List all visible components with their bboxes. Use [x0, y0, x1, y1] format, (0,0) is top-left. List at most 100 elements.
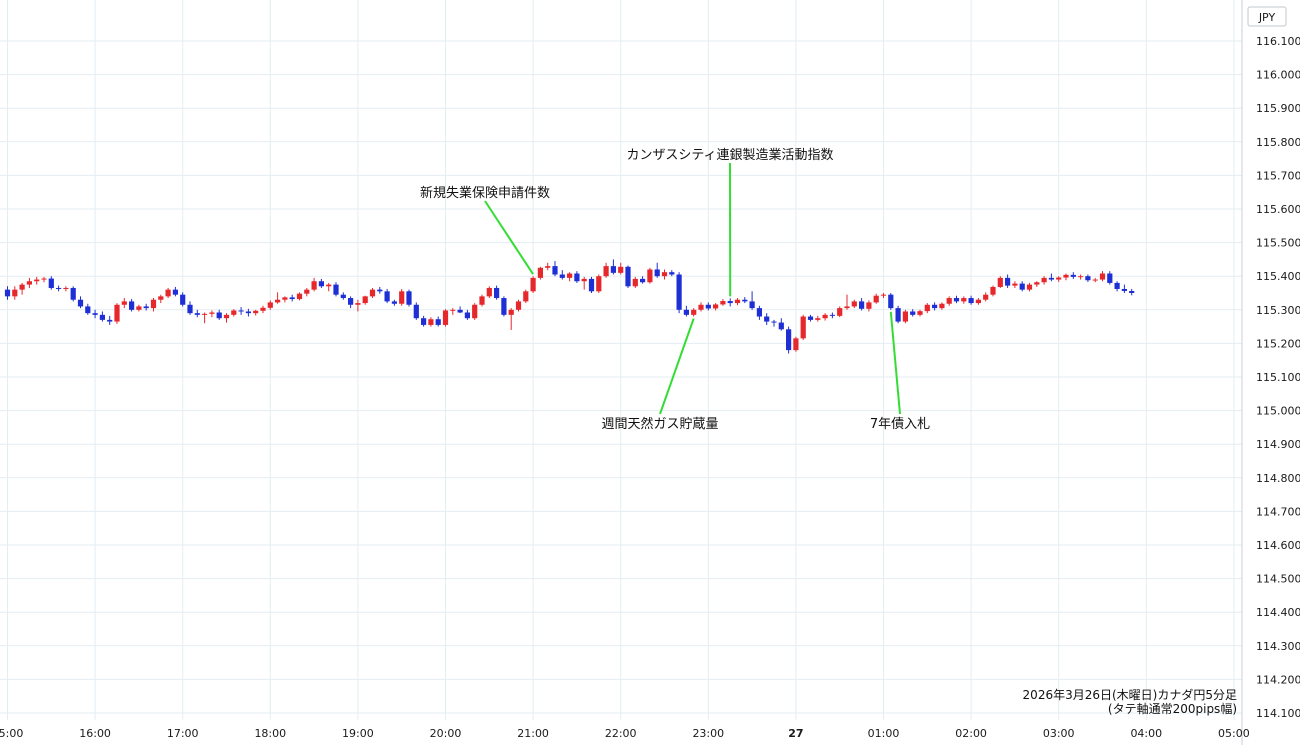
candle: [778, 318, 784, 331]
candle-body: [369, 289, 376, 297]
candle-body: [749, 301, 755, 309]
x-tick-label: 27: [788, 727, 803, 740]
candle: [114, 303, 120, 324]
candle-body: [253, 310, 259, 314]
candle: [632, 276, 638, 288]
candle: [377, 286, 383, 294]
candle: [355, 299, 361, 312]
candle-body: [953, 298, 960, 302]
candle: [1121, 284, 1127, 293]
currency-badge[interactable]: [1247, 6, 1287, 27]
candle: [77, 296, 84, 309]
candle: [793, 336, 799, 352]
candle-body: [180, 294, 186, 305]
candle: [435, 316, 441, 327]
y-tick-label: 114.200: [1256, 673, 1300, 686]
candle-body: [202, 313, 208, 315]
candle: [223, 313, 230, 323]
candle: [822, 313, 828, 321]
candle-body: [1070, 274, 1076, 277]
candle-body: [209, 312, 215, 314]
candle-body: [910, 311, 916, 315]
candle-body: [880, 294, 887, 296]
candle: [968, 295, 974, 305]
candle: [19, 282, 25, 295]
candle: [844, 294, 850, 310]
candle: [450, 308, 456, 315]
candle-body: [932, 304, 938, 309]
candle: [888, 293, 894, 310]
candle-body: [961, 298, 967, 302]
candle-body: [1114, 282, 1120, 289]
candle-body: [70, 287, 76, 300]
candle: [691, 308, 697, 317]
candle-body: [873, 295, 879, 303]
candle-body: [866, 302, 872, 309]
candle: [472, 303, 478, 320]
candle-body: [143, 306, 149, 309]
candle: [63, 286, 69, 292]
candle-body: [661, 272, 668, 277]
candle: [107, 315, 113, 325]
candle-body: [1085, 276, 1091, 281]
candle-body: [683, 309, 689, 315]
x-tick-label: 15:00: [0, 727, 23, 740]
candle: [997, 276, 1003, 288]
x-tick-label: 17:00: [167, 727, 199, 740]
candle-body: [63, 287, 69, 289]
candle: [158, 294, 164, 304]
candle: [92, 309, 98, 319]
candle-body: [822, 314, 828, 319]
y-tick-label: 114.100: [1256, 707, 1300, 720]
candle: [275, 292, 281, 304]
candle-body: [413, 304, 419, 319]
candle-body: [1005, 277, 1011, 286]
caption-line-1: 2026年3月26日(木曜日)カナダ円5分足: [1023, 687, 1237, 702]
candle-body: [326, 284, 332, 287]
candle: [727, 298, 733, 307]
candle-body: [596, 276, 602, 292]
candle-body: [1019, 283, 1025, 290]
candle-body: [348, 298, 354, 305]
candle: [486, 286, 492, 299]
y-tick-label: 115.200: [1256, 337, 1300, 350]
candle: [859, 298, 865, 311]
candle: [975, 298, 981, 305]
candle-body: [603, 266, 609, 277]
candle-body: [231, 310, 237, 315]
annotation-line: [484, 200, 534, 275]
candle: [333, 282, 339, 297]
candle-body: [1107, 273, 1113, 283]
candle: [764, 313, 770, 325]
candle-body: [1099, 273, 1106, 280]
candle-body: [377, 289, 383, 292]
y-tick-label: 114.700: [1256, 505, 1300, 518]
candle: [202, 312, 208, 324]
candle: [34, 276, 40, 285]
candle-body: [581, 278, 587, 282]
candle: [311, 277, 317, 292]
candle-body: [282, 297, 288, 300]
price-axis-panel: [1242, 0, 1300, 745]
candle: [348, 296, 354, 309]
candle: [136, 304, 142, 312]
candle-body: [793, 338, 799, 351]
candle: [369, 287, 376, 299]
candle-body: [734, 299, 741, 304]
candle-body: [165, 289, 171, 297]
candle: [245, 308, 251, 317]
grid: [0, 0, 1242, 720]
candle: [596, 274, 602, 293]
candle: [85, 303, 91, 315]
candle-body: [508, 309, 514, 315]
candle-body: [399, 291, 405, 304]
annotation-line: [659, 318, 695, 415]
candle: [99, 311, 105, 322]
candle-body: [479, 296, 485, 305]
candle: [289, 294, 295, 302]
candle-body: [19, 284, 25, 290]
y-tick-label: 115.800: [1256, 136, 1300, 149]
candle-body: [99, 314, 105, 320]
candle: [567, 272, 573, 282]
candle: [501, 296, 507, 317]
